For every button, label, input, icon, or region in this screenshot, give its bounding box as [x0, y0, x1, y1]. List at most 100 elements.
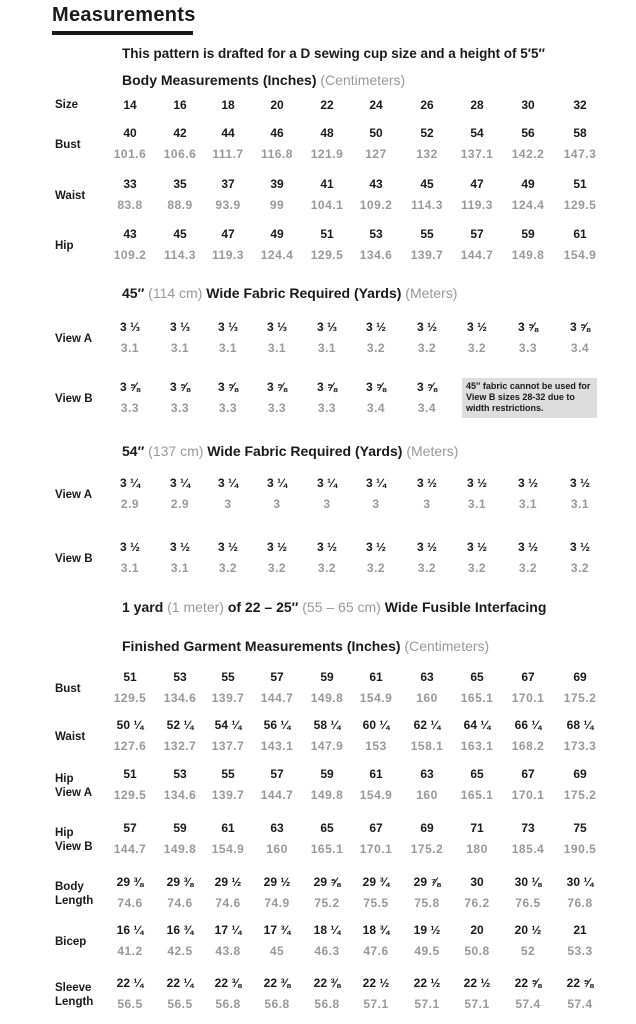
value-imperial: 3 ½ [416, 540, 438, 554]
heading-c: Wide Fabric Required (Yards) [206, 285, 402, 301]
value-imperial: 65 [470, 767, 484, 781]
value-metric: 56.8 [264, 997, 290, 1011]
value-imperial: 3 ½ [517, 540, 539, 554]
page-title: Measurements [52, 4, 196, 26]
value-imperial: 57 [123, 821, 137, 835]
value-metric: 160 [416, 691, 438, 705]
value-metric: 137.1 [460, 147, 494, 161]
value-imperial: 75 [573, 821, 587, 835]
row-label: View B [55, 553, 93, 565]
value-imperial: 51 [320, 227, 334, 241]
value-imperial: 45 [420, 177, 434, 191]
value-imperial: 57 [270, 767, 284, 781]
value-metric: 50.8 [464, 944, 490, 958]
value-imperial: 57 [270, 670, 284, 684]
value-metric: 149.8 [511, 248, 545, 262]
value-imperial: 22 ⅜ [263, 976, 291, 990]
value-imperial: 61 [573, 227, 587, 241]
value-imperial: 37 [221, 177, 235, 191]
value-metric: 3.1 [218, 341, 238, 355]
value-imperial: 3 ¼ [365, 476, 387, 490]
value-imperial: 3 ½ [365, 540, 387, 554]
size-14: 14 [123, 98, 137, 112]
value-metric: 129.5 [113, 788, 147, 802]
value-imperial: 3 ¼ [217, 476, 239, 490]
value-imperial: 3 ⅝ [266, 380, 288, 394]
row-label: Waist [55, 731, 86, 743]
value-metric: 153 [365, 739, 387, 753]
size-18: 18 [221, 98, 235, 112]
value-imperial: 30 [470, 875, 484, 889]
value-metric: 75.2 [314, 896, 340, 910]
value-metric: 170.1 [511, 788, 545, 802]
size-32: 32 [573, 98, 587, 112]
value-imperial: 22 ½ [463, 976, 491, 990]
value-metric: 93.9 [215, 198, 241, 212]
value-metric: 127 [365, 147, 387, 161]
value-metric: 180 [466, 842, 488, 856]
value-metric: 3 [273, 497, 281, 511]
value-metric: 76.2 [464, 896, 490, 910]
value-imperial: 46 [270, 126, 284, 140]
value-metric: 154.9 [563, 248, 597, 262]
row-label: Bust [55, 683, 81, 695]
value-imperial: 67 [369, 821, 383, 835]
value-metric: 175.2 [563, 691, 597, 705]
value-metric: 3.2 [366, 561, 386, 575]
value-imperial: 3 ½ [365, 320, 387, 334]
row-label: Body [55, 881, 84, 893]
value-metric: 3.3 [317, 401, 337, 415]
value-metric: 3 [224, 497, 232, 511]
row-label: Bust [55, 139, 81, 151]
value-imperial: 42 [173, 126, 187, 140]
value-imperial: 58 [573, 126, 587, 140]
heading-alt: (Centimeters) [320, 72, 406, 88]
value-imperial: 3 ⅓ [266, 320, 288, 334]
value-metric: 57.4 [567, 997, 593, 1011]
value-metric: 173.3 [563, 739, 597, 753]
value-imperial: 21 [573, 923, 587, 937]
value-metric: 3.1 [467, 497, 487, 511]
value-metric: 41.2 [117, 944, 143, 958]
value-metric: 109.2 [113, 248, 147, 262]
interfacing-d: (55 – 65 cm) [302, 599, 381, 615]
value-metric: 76.5 [515, 896, 541, 910]
value-metric: 132.7 [163, 739, 197, 753]
value-metric: 132 [416, 147, 438, 161]
value-imperial: 3 ½ [416, 476, 438, 490]
row-label: View A [55, 333, 93, 345]
row-label: View A [55, 489, 93, 501]
value-metric: 154.9 [359, 788, 393, 802]
value-imperial: 65 [320, 821, 334, 835]
interfacing-c: of 22 – 25″ [227, 599, 299, 615]
value-imperial: 64 ¼ [463, 718, 491, 732]
value-metric: 46.3 [314, 944, 340, 958]
value-imperial: 63 [420, 767, 434, 781]
value-imperial: 3 ⅝ [416, 380, 438, 394]
value-metric: 129.5 [310, 248, 344, 262]
size-24: 24 [369, 98, 383, 112]
heading-d: (Meters) [406, 443, 459, 459]
value-imperial: 50 ¼ [116, 718, 144, 732]
value-imperial: 22 ½ [413, 976, 441, 990]
value-imperial: 3 ½ [266, 540, 288, 554]
value-imperial: 53 [173, 670, 187, 684]
value-imperial: 22 ¼ [116, 976, 144, 990]
value-metric: 3.1 [267, 341, 287, 355]
size-22: 22 [320, 98, 334, 112]
title-underline [52, 31, 193, 35]
row-label: Hip [55, 773, 74, 785]
row-label-line2: View A [55, 787, 93, 799]
value-imperial: 61 [369, 767, 383, 781]
value-metric: 3.4 [366, 401, 386, 415]
value-metric: 2.9 [170, 497, 190, 511]
row-label: Hip [55, 240, 74, 252]
value-metric: 139.7 [410, 248, 444, 262]
value-imperial: 29 ⅜ [166, 875, 194, 889]
value-imperial: 71 [470, 821, 484, 835]
value-metric: 88.9 [167, 198, 193, 212]
value-metric: 163.1 [460, 739, 494, 753]
value-metric: 144.7 [260, 691, 294, 705]
value-imperial: 30 ⅛ [514, 875, 542, 889]
value-imperial: 3 ⅓ [217, 320, 239, 334]
